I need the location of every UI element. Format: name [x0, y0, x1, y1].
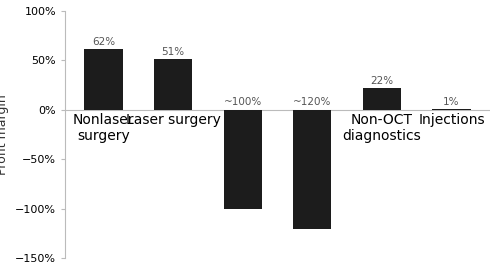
Text: ~120%: ~120% [293, 97, 332, 107]
Bar [293, 110, 332, 229]
Y-axis label: Profit margin: Profit margin [0, 94, 10, 175]
Bar [224, 110, 262, 209]
Text: ~100%: ~100% [224, 97, 262, 107]
Bar [154, 59, 192, 110]
Text: 62%: 62% [92, 36, 115, 47]
Bar [363, 88, 401, 110]
Bar [432, 109, 470, 110]
Text: 51%: 51% [162, 47, 184, 57]
Text: 22%: 22% [370, 76, 394, 86]
Bar [84, 48, 122, 110]
Text: 1%: 1% [444, 97, 460, 107]
